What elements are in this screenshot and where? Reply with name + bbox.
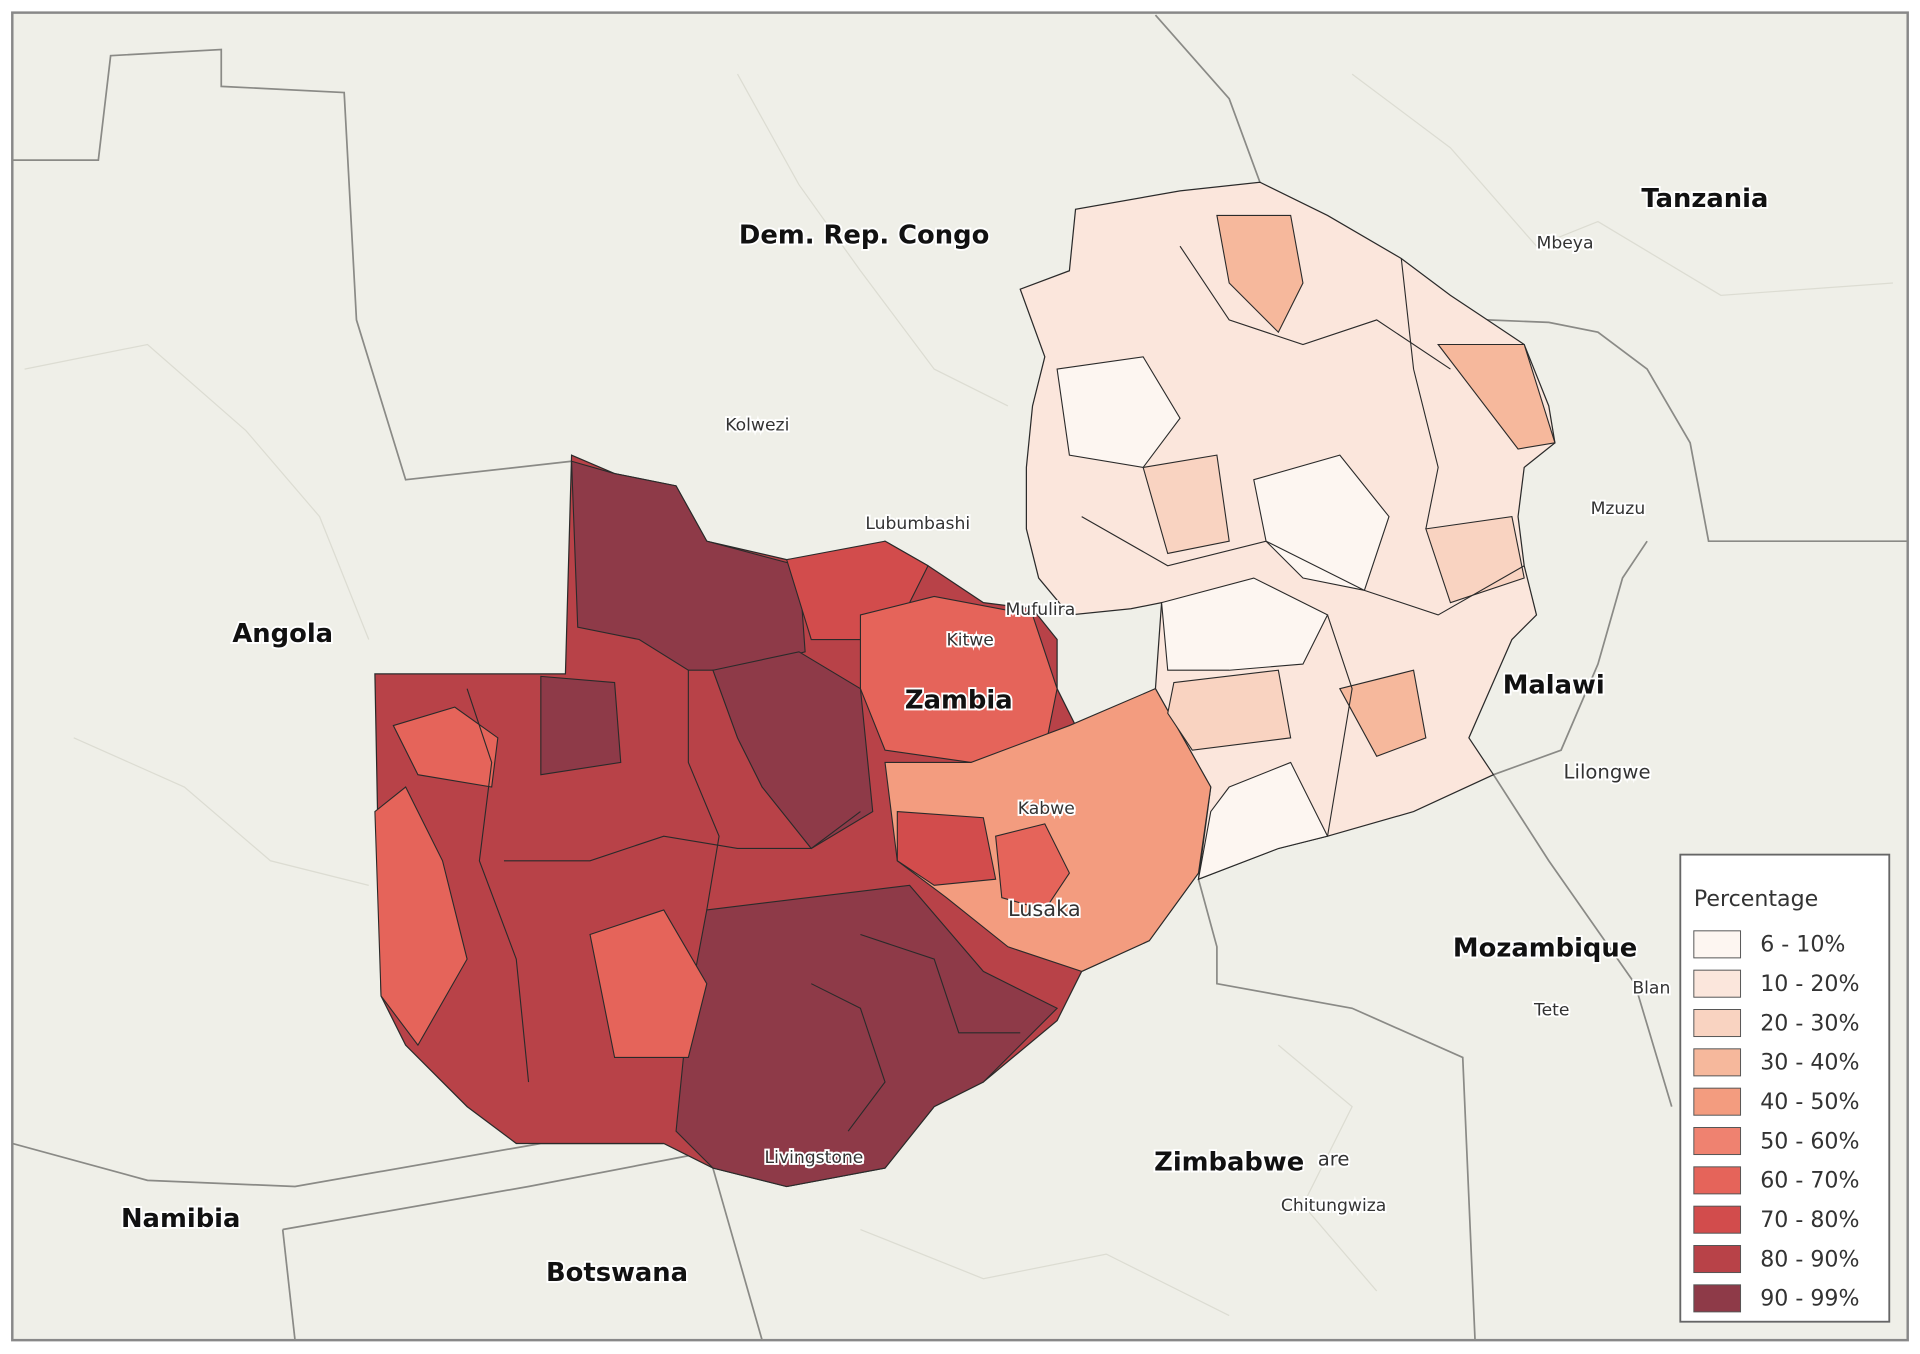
border — [1154, 14, 1261, 183]
legend-label: 90 - 99% — [1760, 1286, 1859, 1312]
legend-label: 70 - 80% — [1760, 1207, 1859, 1233]
legend-label: 50 - 60% — [1760, 1128, 1859, 1154]
legend-label: 20 - 30% — [1760, 1010, 1859, 1036]
legend-swatch — [1693, 1205, 1742, 1234]
district — [995, 823, 1071, 911]
road — [1351, 73, 1894, 296]
country-label: Botswana — [546, 1258, 688, 1288]
district-line — [1081, 516, 1525, 616]
district-line — [466, 688, 530, 1083]
district-line — [1400, 258, 1439, 529]
country-labels: Dem. Rep. Congo Tanzania Angola Zambia M… — [119, 182, 1770, 1290]
legend-swatch — [1693, 1166, 1742, 1195]
country-label: Namibia — [121, 1204, 240, 1234]
country-label: Zambia — [905, 685, 1013, 715]
legend-swatch — [1693, 1048, 1742, 1077]
legend-swatch — [1693, 1087, 1742, 1116]
legend-title: Percentage — [1694, 886, 1818, 912]
district — [1425, 515, 1525, 604]
district — [1197, 761, 1329, 881]
legend-swatch — [1693, 1009, 1742, 1038]
border — [1197, 878, 1476, 1341]
district — [392, 706, 499, 788]
city-labels: Kolwezi Lubumbashi Mufulira Kitwe Kabwe … — [723, 232, 1672, 1218]
border — [712, 1167, 763, 1341]
legend-items: 6 - 10% 10 - 20% 20 - 30% 30 - 40% 40 - 50% 5… — [1693, 930, 1860, 1313]
district — [540, 675, 622, 776]
city-label: Mufulira — [1005, 600, 1075, 620]
district — [1056, 356, 1181, 469]
city-label: Livingstone — [765, 1148, 864, 1168]
legend-label: 10 - 20% — [1760, 971, 1859, 997]
border — [12, 48, 572, 481]
district — [1160, 577, 1329, 671]
border — [1492, 774, 1673, 1107]
road — [1277, 1044, 1378, 1292]
district-line — [687, 670, 720, 911]
district — [1216, 214, 1304, 334]
city-label: Tete — [1533, 1001, 1569, 1021]
legend-label: 60 - 70% — [1760, 1168, 1859, 1194]
district — [859, 595, 1058, 763]
district-line — [860, 933, 1021, 1034]
country-label: Dem. Rep. Congo — [739, 221, 989, 251]
city-label: Lubumbashi — [865, 514, 970, 534]
country-label: Tanzania — [1641, 184, 1768, 214]
district-line — [503, 811, 861, 862]
district-line — [811, 983, 886, 1132]
district — [374, 786, 468, 1047]
district — [896, 811, 997, 886]
district — [589, 909, 708, 1058]
city-label: Mzuzu — [1591, 499, 1646, 519]
roads — [24, 73, 1894, 1317]
legend-label: 30 - 40% — [1760, 1050, 1859, 1076]
country-label: Zimbabwe — [1154, 1148, 1304, 1178]
road — [24, 343, 370, 640]
district-line — [1326, 614, 1353, 837]
border — [1493, 540, 1648, 776]
city-label: Mbeya — [1536, 234, 1593, 254]
road — [73, 737, 369, 886]
road — [860, 1228, 1230, 1317]
legend-label: 6 - 10% — [1760, 932, 1845, 958]
district — [675, 884, 1059, 1188]
zambia-districts — [374, 181, 1556, 1188]
border — [282, 1154, 689, 1231]
city-label: Kitwe — [946, 631, 993, 651]
district — [1142, 454, 1230, 555]
legend-swatch — [1693, 969, 1742, 998]
legend: Percentage 6 - 10% 10 - 20% 20 - 30% 30 - 4… — [1679, 853, 1891, 1323]
district — [1167, 669, 1292, 751]
legend-swatch — [1693, 1245, 1742, 1274]
district — [1338, 669, 1427, 757]
city-label: Kolwezi — [725, 416, 789, 436]
country-label: Angola — [232, 619, 333, 649]
city-label: Lusaka — [1008, 897, 1081, 921]
legend-swatch — [1693, 1284, 1742, 1313]
city-label: are — [1318, 1148, 1350, 1171]
district — [570, 460, 806, 671]
city-label: Blan — [1632, 979, 1670, 999]
legend-label: 40 - 50% — [1760, 1089, 1859, 1115]
road — [736, 73, 1009, 407]
legend-swatch — [1693, 930, 1742, 959]
district — [712, 651, 874, 850]
legend-swatch — [1693, 1127, 1742, 1156]
city-label: Lilongwe — [1564, 760, 1651, 783]
city-label: Chitungwiza — [1281, 1196, 1387, 1216]
border — [1487, 319, 1908, 543]
country-label: Malawi — [1503, 671, 1605, 701]
country-label: Mozambique — [1453, 934, 1637, 964]
district-line — [1179, 245, 1451, 370]
district — [1437, 343, 1556, 450]
legend-label: 80 - 90% — [1760, 1246, 1859, 1272]
city-label: Kabwe — [1018, 799, 1075, 819]
border — [281, 1229, 296, 1341]
country-borders — [12, 14, 1908, 1341]
